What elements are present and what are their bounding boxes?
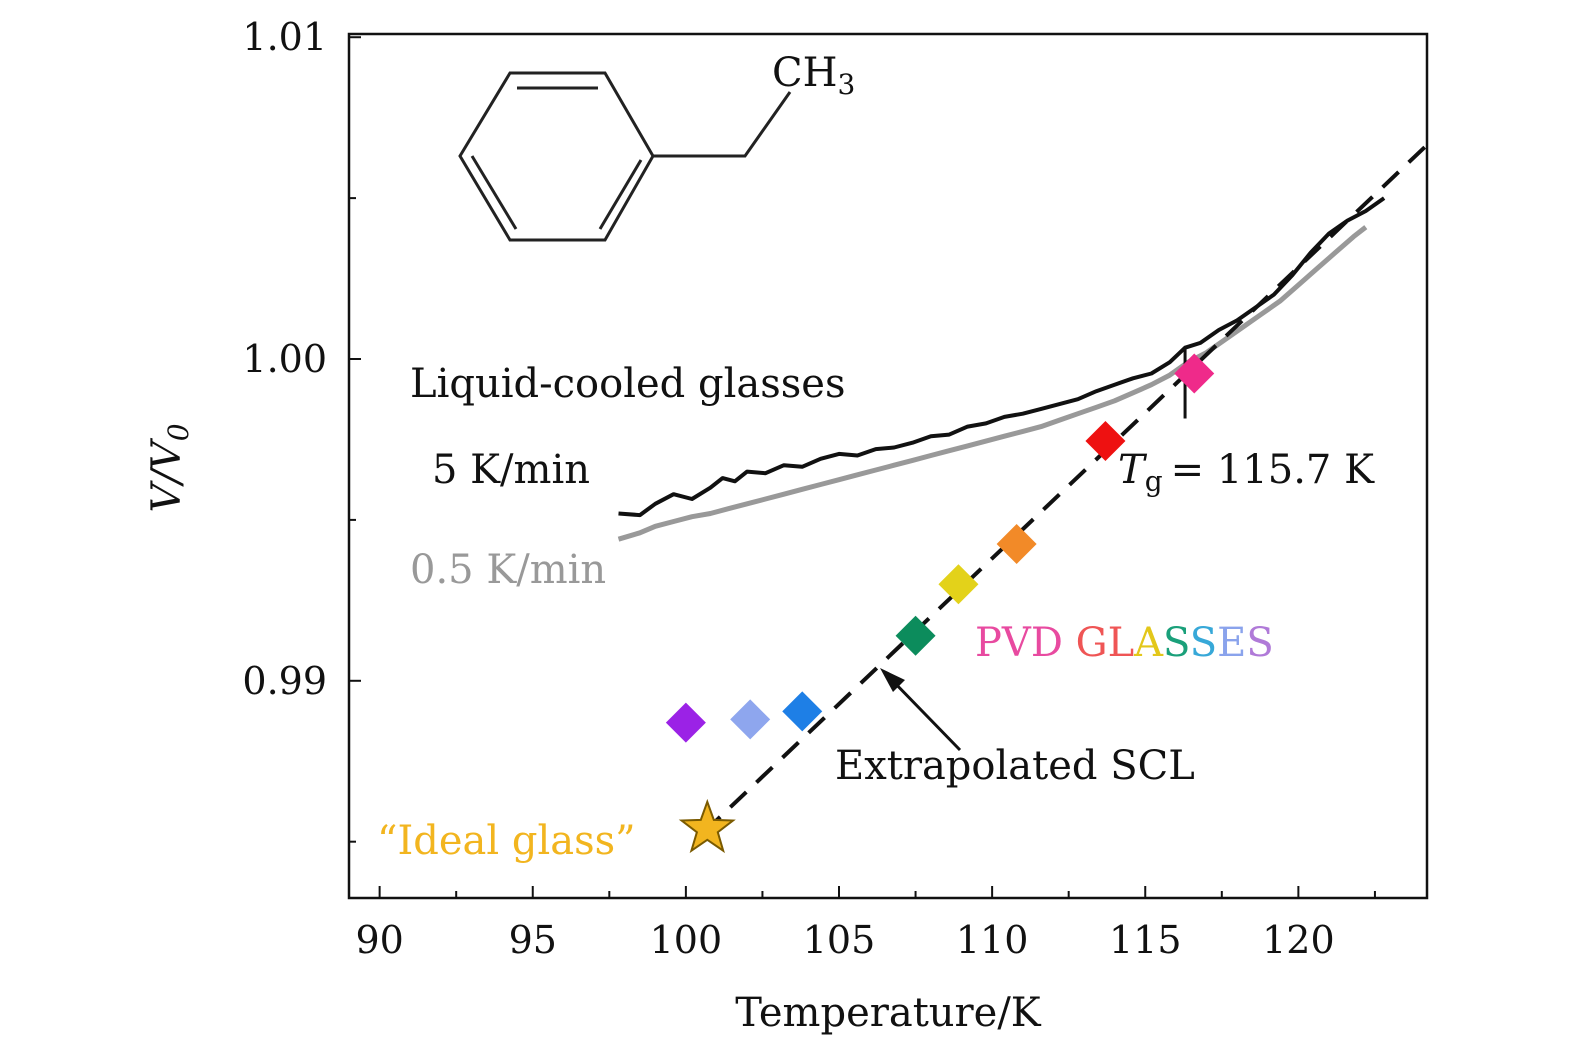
pvd-glass-point [730,699,771,740]
ethyl-chain [653,91,792,158]
ring-inner-bond [470,155,518,230]
ethylbenzene-structure [458,71,792,242]
y-axis-label: V/V0 [144,423,195,512]
ring-inner-bond [598,159,643,230]
y-axis-ticks: 0.99 1.00 1.01 [242,15,361,843]
rate-fast-label: 5 K/min [432,447,590,493]
methyl-group-label: CH3 [772,50,855,101]
rate-slow-label: 0.5 K/min [410,547,606,593]
legend-title: Liquid-cooled glasses [410,361,846,407]
tg-value: = 115.7 K [1171,447,1375,493]
x-tick-label: 90 [355,918,403,962]
y-tick-label: 0.99 [242,659,327,703]
x-tick-label: 115 [1109,918,1182,962]
x-axis-ticks: 90 95 100 105 110 115 120 [355,886,1376,962]
scl-arrow-shaft [888,676,962,752]
y-axis-label-group: V/V0 [144,423,195,512]
pvd-label-letter: G [1076,620,1108,666]
series-line-0-5-k-min [617,225,1368,542]
x-tick-label: 95 [509,918,557,962]
pvd-glasses-label: PVD GLASSES [975,620,1274,666]
y-tick-label: 1.01 [242,15,327,59]
x-tick-label: 110 [956,918,1029,962]
pvd-glass-point [665,702,706,743]
y-axis-label-subscript: 0 [162,423,195,441]
x-tick-label: 120 [1262,918,1335,962]
pvd-label-letter: L [1108,620,1135,666]
plot-frame [347,32,1429,900]
benzene-ring [458,71,655,242]
pvd-glass-point [938,564,979,605]
pvd-label-letter [1063,620,1076,666]
pvd-glass-point [895,615,936,656]
ideal-glass-label: “Ideal glass” [377,818,636,864]
methyl-subscript: 3 [838,68,856,101]
scl-arrow-head [880,668,905,692]
x-axis-label: Temperature/K [735,990,1042,1036]
scl-label: Extrapolated SCL [835,743,1195,789]
x-tick-label: 105 [803,918,876,962]
pvd-glass-point [996,524,1037,565]
pvd-label-letter: D [1031,620,1063,666]
pvd-glass-point [782,691,823,732]
pvd-label-letter: V [1001,620,1032,666]
pvd-label-letter: E [1217,620,1246,666]
scl-dashed-line [702,143,1429,834]
tg-label: Tg = 115.7 K [1118,447,1375,498]
pvd-label-letter: S [1190,620,1217,666]
pvd-label-letter: A [1133,620,1164,666]
pvd-label-letter: S [1246,620,1273,666]
pvd-glass-point [1174,353,1215,394]
pvd-glass-point [1085,421,1126,462]
tg-subscript: g [1145,465,1163,498]
x-tick-label: 100 [650,918,723,962]
pvd-label-letter: S [1163,620,1190,666]
y-tick-label: 1.00 [242,337,327,381]
ideal-glass-star [678,798,736,854]
pvd-label-letter: P [975,620,1002,666]
marker-layer [665,353,1215,854]
